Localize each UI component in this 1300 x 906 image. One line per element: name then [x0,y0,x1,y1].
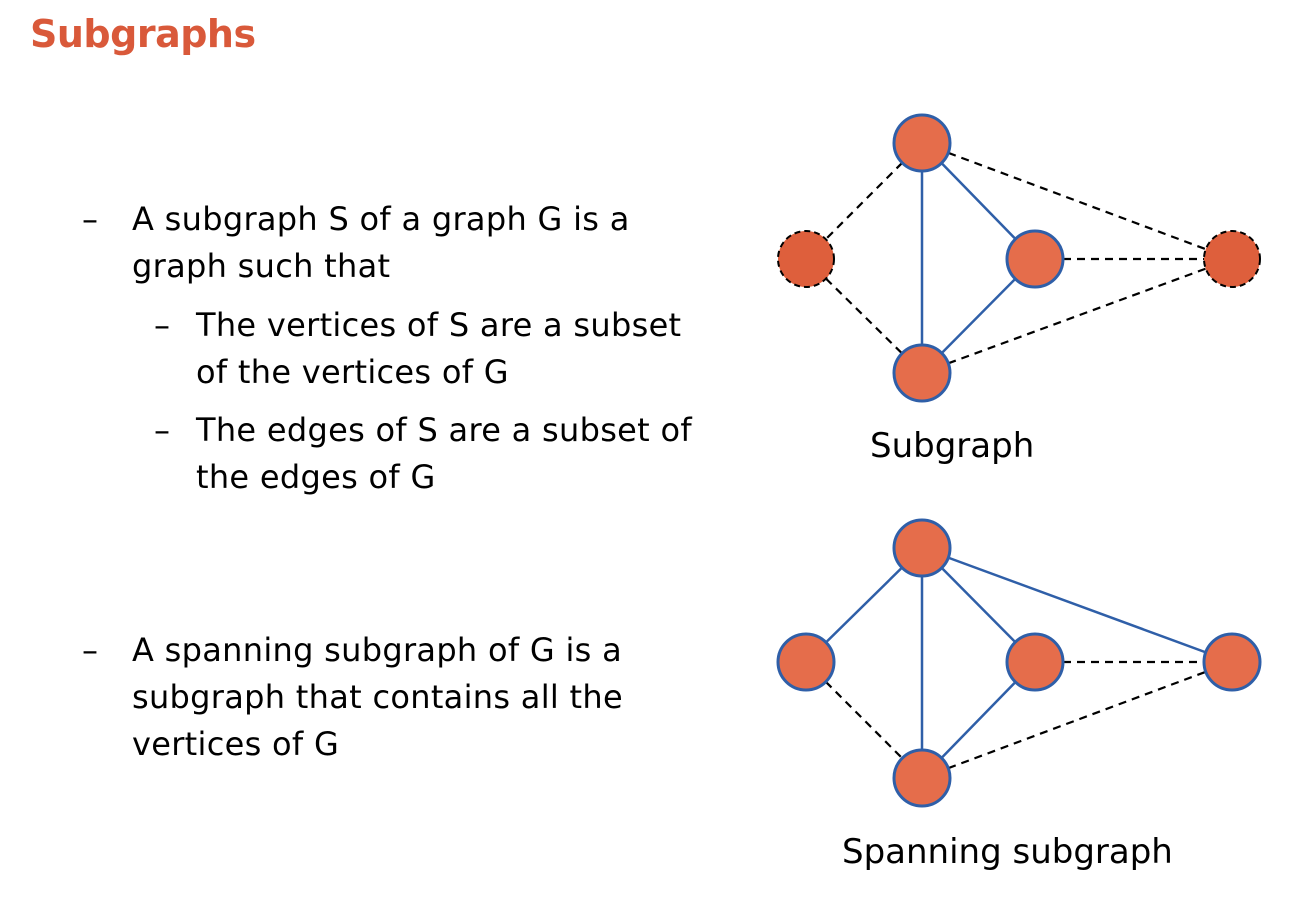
slide-title: Subgraphs [30,12,256,56]
subbullet-edges: – The edges of S are a subset of the edg… [154,407,696,501]
bullet-text: The vertices of S are a subset of the ve… [196,306,682,391]
vertex-left-excluded [777,230,835,288]
vertex-mid [1005,632,1065,692]
edge-top-right [921,546,1233,664]
vertex-top [892,113,952,173]
vertex-right [1202,632,1262,692]
bullet-text: A spanning subgraph of G is a subgraph t… [132,631,623,763]
bullet-text: The edges of S are a subset of the edges… [196,411,692,496]
bullet-dash: – [154,306,171,344]
vertex-right-excluded [1203,230,1261,288]
subbullet-vertices: – The vertices of S are a subset of the … [154,302,696,396]
edge-bottom-right-excluded [921,660,1233,780]
vertex-bottom [892,343,952,403]
vertex-mid [1005,229,1065,289]
bullet-dash: – [154,411,171,449]
bullet-text: A subgraph S of a graph G is a graph suc… [132,200,630,285]
bullet-spanning-definition: – A spanning subgraph of G is a subgraph… [82,627,712,768]
vertex-top [892,518,952,578]
vertex-bottom [892,748,952,808]
bullet-dash: – [82,631,99,669]
bullet-subgraph-definition: – A subgraph S of a graph G is a graph s… [82,196,692,290]
spanning-subgraph-caption: Spanning subgraph [842,832,1173,872]
bullet-dash: – [82,200,99,238]
vertex-left [776,632,836,692]
subgraph-caption: Subgraph [870,426,1035,466]
